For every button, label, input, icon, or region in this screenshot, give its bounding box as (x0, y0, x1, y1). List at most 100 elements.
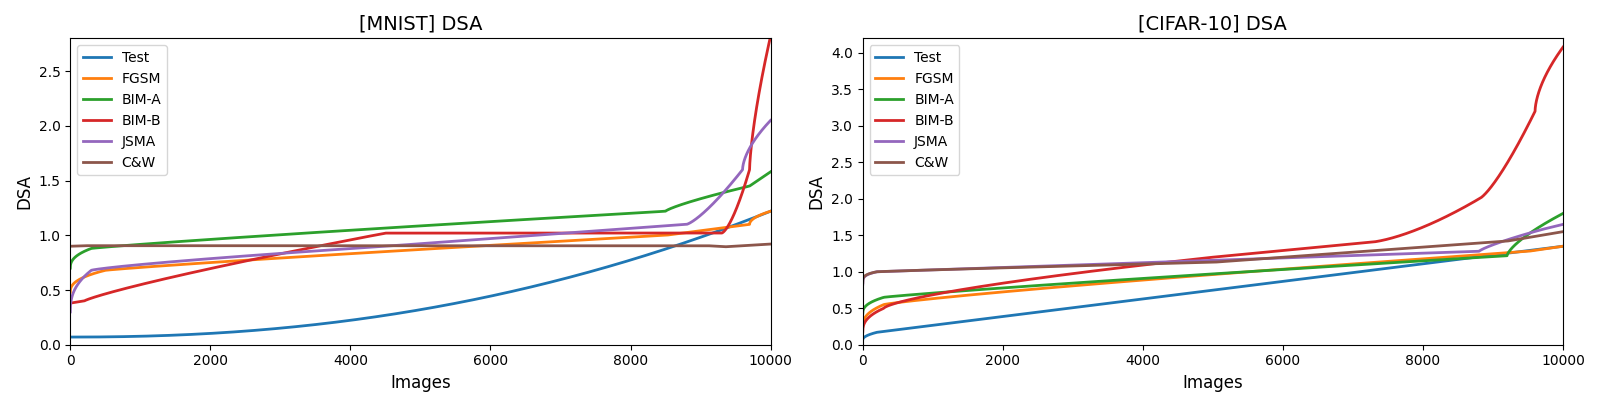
BIM-B (762, 34, 781, 39)
BIM-B (990, 281, 1010, 286)
FGSM (762, 209, 781, 214)
Test (198, 331, 218, 336)
JSMA (856, 273, 875, 278)
FGSM (990, 290, 1010, 295)
JSMA (723, 179, 742, 184)
BIM-A (762, 169, 781, 174)
Line: C&W: C&W (862, 232, 1563, 283)
Line: FGSM: FGSM (70, 211, 771, 292)
BIM-A (403, 224, 422, 229)
FGSM (1554, 244, 1573, 249)
FGSM (853, 324, 872, 329)
JSMA (64, 290, 83, 295)
JSMA (198, 256, 218, 261)
C&W (853, 280, 872, 285)
Line: BIM-A: BIM-A (862, 213, 1563, 313)
BIM-B (198, 267, 218, 271)
C&W (198, 243, 218, 248)
JSMA (1554, 222, 1573, 227)
Test (1554, 244, 1573, 249)
Test (762, 209, 781, 214)
C&W (1554, 229, 1573, 234)
BIM-A (198, 237, 218, 242)
BIM-B (723, 213, 742, 218)
JSMA (853, 282, 872, 287)
Test (894, 326, 914, 331)
Test (403, 309, 422, 313)
Line: FGSM: FGSM (862, 246, 1563, 326)
JSMA (61, 309, 80, 314)
Test (102, 335, 122, 339)
FGSM (198, 260, 218, 265)
BIM-B (882, 302, 901, 307)
Line: JSMA: JSMA (70, 120, 771, 312)
BIM-A (1517, 234, 1536, 239)
BIM-A (61, 266, 80, 271)
Test (1195, 289, 1214, 293)
C&W (102, 243, 122, 248)
FGSM (856, 314, 875, 319)
Test (1517, 248, 1536, 253)
Title: [MNIST] DSA: [MNIST] DSA (358, 15, 482, 34)
BIM-B (1517, 127, 1536, 132)
Y-axis label: DSA: DSA (808, 174, 826, 209)
Test (853, 337, 872, 342)
Test (990, 315, 1010, 319)
BIM-B (1195, 256, 1214, 260)
C&W (856, 273, 875, 278)
C&W (723, 244, 742, 249)
BIM-B (894, 298, 914, 303)
BIM-B (856, 318, 875, 323)
JSMA (1517, 232, 1536, 236)
FGSM (882, 301, 901, 306)
FGSM (61, 290, 80, 295)
FGSM (102, 267, 122, 272)
BIM-A (882, 294, 901, 299)
BIM-B (90, 293, 109, 298)
BIM-A (856, 303, 875, 308)
C&W (715, 244, 734, 249)
BIM-A (1554, 211, 1573, 216)
C&W (64, 244, 83, 249)
Legend: Test, FGSM, BIM-A, BIM-B, JSMA, C&W: Test, FGSM, BIM-A, BIM-B, JSMA, C&W (77, 45, 166, 175)
Line: Test: Test (862, 246, 1563, 339)
JSMA (894, 268, 914, 273)
FGSM (894, 299, 914, 304)
C&W (1195, 260, 1214, 265)
C&W (990, 265, 1010, 270)
Line: BIM-A: BIM-A (70, 172, 771, 268)
JSMA (90, 267, 109, 271)
FGSM (64, 281, 83, 286)
X-axis label: Images: Images (390, 374, 451, 392)
Line: Test: Test (70, 211, 771, 337)
Test (64, 335, 83, 339)
Line: BIM-B: BIM-B (70, 36, 771, 303)
X-axis label: Images: Images (1182, 374, 1243, 392)
C&W (762, 242, 781, 247)
JSMA (102, 265, 122, 270)
C&W (1517, 236, 1536, 241)
BIM-A (894, 293, 914, 298)
Line: C&W: C&W (70, 244, 771, 247)
BIM-B (64, 300, 83, 305)
Title: [CIFAR-10] DSA: [CIFAR-10] DSA (1139, 15, 1288, 34)
BIM-A (990, 286, 1010, 291)
JSMA (1195, 258, 1214, 263)
JSMA (990, 265, 1010, 270)
FGSM (90, 269, 109, 274)
Y-axis label: DSA: DSA (14, 174, 34, 209)
Legend: Test, FGSM, BIM-A, BIM-B, JSMA, C&W: Test, FGSM, BIM-A, BIM-B, JSMA, C&W (870, 45, 960, 175)
C&W (90, 243, 109, 248)
BIM-B (1554, 45, 1573, 50)
Test (856, 334, 875, 339)
BIM-B (403, 231, 422, 236)
BIM-A (853, 311, 872, 316)
FGSM (1517, 249, 1536, 254)
BIM-A (1195, 272, 1214, 277)
C&W (403, 243, 422, 248)
FGSM (1195, 273, 1214, 278)
Test (882, 328, 901, 333)
JSMA (403, 242, 422, 247)
C&W (61, 244, 80, 249)
FGSM (403, 247, 422, 252)
